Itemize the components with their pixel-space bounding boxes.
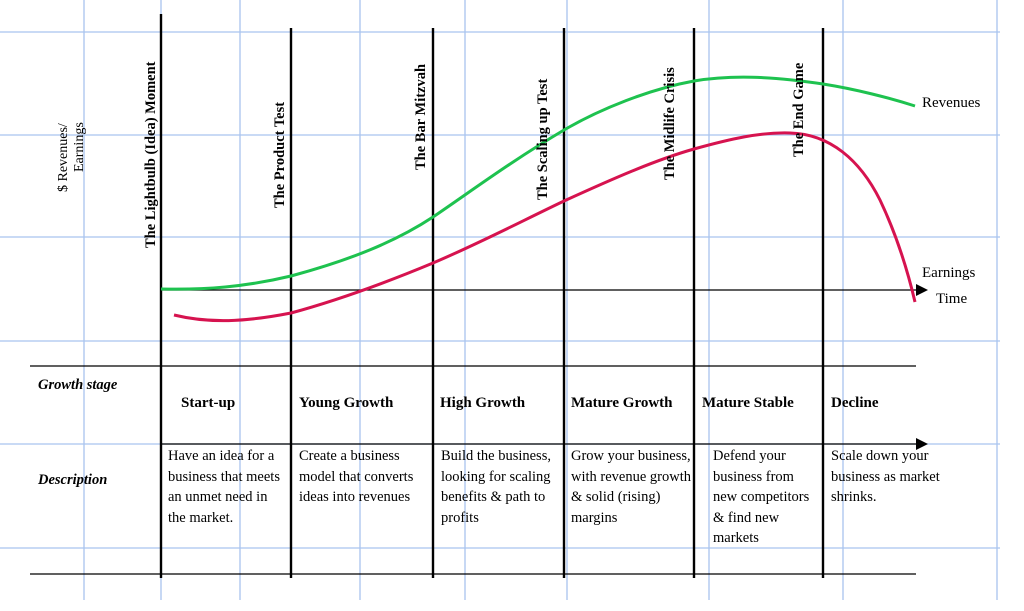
- stage-name-startup: Start-up: [181, 395, 236, 411]
- earnings-curve: [173, 131, 917, 323]
- stage-description-mature-stable: Defend your business from new competitor…: [713, 448, 810, 546]
- milestone-label-product-test: The Product Test: [272, 101, 288, 208]
- stage-description-mature-growth: Grow your business, with revenue growth …: [571, 448, 691, 526]
- stage-name-young-growth: Young Growth: [299, 395, 394, 411]
- revenues-label: Revenues: [922, 95, 981, 111]
- earnings-label: Earnings: [922, 265, 976, 281]
- revenues-curve: [160, 75, 916, 291]
- table-arrowhead: [916, 438, 928, 450]
- stage-description-high-growth: Build the business, looking for scaling …: [441, 448, 551, 526]
- milestone-label-scaling-up: The Scaling up Test: [535, 78, 551, 200]
- description-header: Description: [38, 472, 108, 488]
- milestone-label-end-game: The End Game: [791, 62, 807, 157]
- y-axis-label-line2: Earnings: [72, 122, 87, 172]
- y-axis-label-line1: $ Revenues/: [56, 123, 71, 192]
- stage-name-high-growth: High Growth: [440, 395, 526, 411]
- stage-dividers: [159, 14, 825, 578]
- stage-description-decline: Scale down your business as market shrin…: [831, 448, 940, 505]
- growth-stage-header: Growth stage: [38, 377, 118, 393]
- time-axis-arrowhead: [916, 284, 928, 296]
- milestone-label-lightbulb: The Lightbulb (Idea) Moment: [143, 61, 159, 248]
- milestone-label-bar-mitzvah: The Bar Mitzvah: [413, 63, 429, 170]
- stage-name-mature-growth: Mature Growth: [571, 395, 673, 411]
- stage-description-startup: Have an idea for a business that meets a…: [168, 448, 280, 526]
- y-axis-label: $ Revenues/ Earnings: [56, 122, 88, 192]
- time-label: Time: [936, 291, 968, 307]
- table-lines: [30, 365, 918, 575]
- stage-name-decline: Decline: [831, 395, 879, 411]
- stage-description-young-growth: Create a business model that converts id…: [299, 448, 414, 505]
- milestone-label-midlife-crisis: The Midlife Crisis: [662, 67, 678, 180]
- stage-name-mature-stable: Mature Stable: [702, 395, 794, 411]
- time-axis: [161, 284, 928, 296]
